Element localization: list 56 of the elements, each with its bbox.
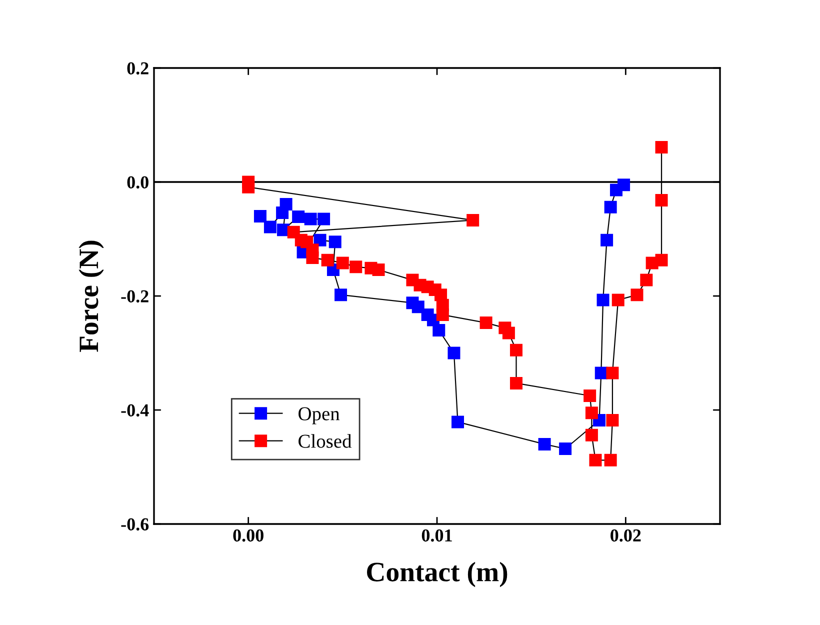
x-tick-label: 0.02 <box>610 529 641 542</box>
x-axis-title: Contact (m) <box>367 562 508 588</box>
point <box>318 212 330 226</box>
point <box>432 324 446 336</box>
point <box>606 366 619 380</box>
point <box>242 180 255 194</box>
point <box>655 194 668 206</box>
point <box>412 300 424 314</box>
point <box>306 252 319 264</box>
point <box>448 346 460 360</box>
point <box>606 414 619 427</box>
x-tick-label: 0.01 <box>422 529 452 542</box>
y-tick-label: -0.2 <box>121 290 148 303</box>
point <box>585 428 598 442</box>
y-tick-label: 0.2 <box>127 62 148 75</box>
point <box>436 308 449 322</box>
y-tick-label: 0.0 <box>127 176 148 189</box>
point <box>264 220 276 234</box>
point <box>630 288 644 302</box>
point <box>585 406 598 420</box>
point <box>600 234 614 246</box>
y-axis-title: Force (N) <box>78 240 104 352</box>
point <box>584 390 596 402</box>
point <box>328 236 342 248</box>
point <box>502 326 515 340</box>
point <box>655 140 668 154</box>
point <box>604 454 617 466</box>
point <box>280 198 292 210</box>
point <box>254 210 266 222</box>
point <box>350 260 362 274</box>
legend-label: Closed <box>298 434 352 448</box>
point <box>292 210 305 224</box>
point <box>372 264 385 276</box>
point <box>612 294 624 306</box>
point <box>604 200 617 214</box>
point <box>321 254 334 266</box>
point <box>334 288 348 302</box>
x-tick-label: 0.00 <box>233 529 264 542</box>
point <box>596 294 610 306</box>
point <box>538 438 551 450</box>
point <box>336 256 349 270</box>
point <box>314 234 326 246</box>
point <box>655 254 668 266</box>
point <box>304 212 317 226</box>
point <box>559 442 572 456</box>
point <box>452 416 464 428</box>
legend-label: Open <box>298 407 340 424</box>
point <box>510 376 522 390</box>
y-tick-label: -0.6 <box>121 518 149 531</box>
point <box>618 178 630 192</box>
point <box>589 454 602 466</box>
y-tick-label: -0.4 <box>121 404 149 417</box>
point <box>466 214 480 226</box>
point <box>640 274 653 286</box>
point <box>480 316 492 330</box>
point <box>510 344 522 356</box>
